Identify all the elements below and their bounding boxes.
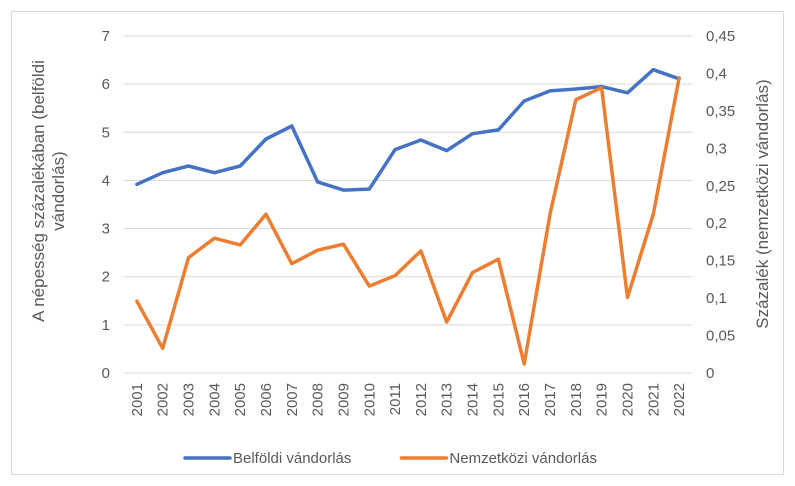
y-tick-label: 4: [102, 172, 110, 189]
x-tick-label: 2021: [645, 383, 662, 416]
x-tick-label: 2010: [361, 383, 378, 416]
y2-tick-label: 0,35: [706, 103, 735, 120]
legend-label: Nemzetközi vándorlás: [449, 450, 597, 467]
x-tick-label: 2005: [232, 383, 249, 416]
y-tick-label: 7: [102, 28, 110, 45]
x-tick-label: 2001: [129, 383, 146, 416]
x-tick-label: 2018: [568, 383, 585, 416]
y2-tick-label: 0: [706, 365, 714, 382]
x-tick-label: 2003: [181, 383, 198, 416]
y-tick-label: 6: [102, 76, 110, 93]
x-tick-label: 2016: [516, 383, 533, 416]
y-tick-label: 0: [102, 365, 110, 382]
y2-axis-title: Százalék (nemzetközi vándorlás): [753, 79, 772, 329]
x-tick-label: 2004: [206, 383, 223, 416]
legend-label: Belföldi vándorlás: [233, 450, 351, 467]
x-tick-label: 2007: [284, 383, 301, 416]
y2-tick-label: 0,2: [706, 215, 727, 232]
y2-tick-label: 0,25: [706, 178, 735, 195]
x-tick-label: 2019: [594, 383, 611, 416]
y2-tick-label: 0,45: [706, 28, 735, 45]
y2-tick-label: 0,15: [706, 253, 735, 270]
x-tick-label: 2022: [671, 383, 688, 416]
x-tick-label: 2014: [465, 383, 482, 416]
y2-tick-label: 0,4: [706, 65, 727, 82]
x-tick-label: 2020: [619, 383, 636, 416]
series-line: [135, 76, 681, 366]
x-tick-label: 2012: [413, 383, 430, 416]
x-tick-label: 2006: [258, 383, 275, 416]
chart-border: [11, 11, 784, 475]
x-tick-label: 2013: [439, 383, 456, 416]
y2-tick-label: 0,05: [706, 328, 735, 345]
y-tick-label: 2: [102, 269, 110, 286]
series-line: [135, 67, 681, 192]
x-tick-label: 2009: [335, 383, 352, 416]
x-tick-label: 2011: [387, 383, 404, 415]
y-tick-label: 1: [102, 317, 110, 334]
y2-tick-label: 0,1: [706, 290, 727, 307]
x-tick-label: 2017: [542, 383, 559, 416]
y-tick-label: 3: [102, 221, 110, 238]
x-tick-label: 2015: [490, 383, 507, 416]
x-tick-label: 2008: [310, 383, 327, 416]
y-tick-label: 5: [102, 124, 110, 141]
y2-tick-label: 0,3: [706, 140, 727, 157]
x-tick-label: 2002: [155, 383, 172, 416]
y-axis-title: A népesség százalékában (belföldi vándor…: [29, 60, 68, 322]
